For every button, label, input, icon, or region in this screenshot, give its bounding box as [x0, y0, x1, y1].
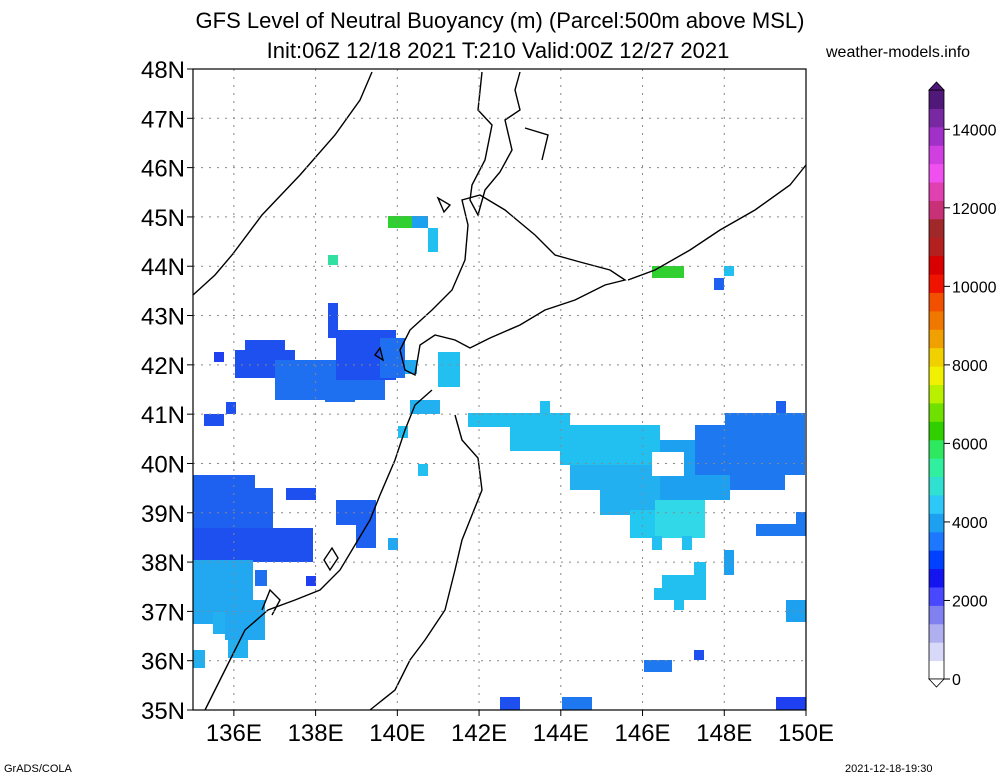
colorbar-segment	[929, 402, 944, 422]
latitude-labels: 35N 36N 37N 38N 39N 40N 41N 42N 43N 44N 45N 46N 47N 4…	[141, 57, 193, 725]
colorbar-segment	[929, 605, 944, 625]
colorbar-segment	[929, 237, 944, 257]
colorbar-segment	[929, 310, 944, 330]
lat-label: 48N	[141, 57, 185, 84]
lat-label: 36N	[141, 649, 185, 676]
colorbar-segment	[929, 494, 944, 514]
lat-label: 35N	[141, 698, 185, 725]
colorbar-segment	[929, 476, 944, 496]
lat-label: 43N	[141, 304, 185, 331]
colorbar-segment	[929, 182, 944, 201]
colorbar-segment	[929, 108, 944, 128]
lon-label: 144E	[533, 720, 589, 747]
map-title-line1: GFS Level of Neutral Buoyancy (m) (Parce…	[195, 8, 805, 33]
longitude-labels: 136E 138E 140E 142E 144E 146E 148E 150E	[206, 710, 834, 747]
lon-label: 148E	[696, 720, 752, 747]
colorbar-segment	[929, 90, 944, 109]
colorbar-segment	[929, 513, 944, 533]
colorbar-segment	[929, 458, 944, 478]
colorbar-max-arrow	[928, 81, 945, 91]
colorbar-segment	[929, 255, 944, 275]
lon-label: 142E	[451, 720, 507, 747]
lat-label: 46N	[141, 156, 185, 183]
map-frame	[192, 68, 807, 711]
colorbar-min-arrow	[928, 678, 945, 688]
colorbar-segment	[929, 366, 944, 385]
lat-label: 44N	[141, 254, 185, 281]
lon-label: 140E	[369, 720, 425, 747]
generated-timestamp: 2021-12-18-19:30	[845, 763, 933, 775]
colorbar-segment	[929, 550, 944, 570]
colorbar-segment	[929, 568, 944, 588]
map-title-line2: Init:06Z 12/18 2021 T:210 Valid:00Z 12/2…	[266, 38, 730, 63]
colorbar-segment	[929, 329, 944, 349]
lon-label: 136E	[206, 720, 262, 747]
colorbar-segment	[929, 126, 944, 146]
colorbar-label: 12000	[952, 201, 997, 218]
colorbar-segment	[929, 200, 944, 220]
graticule	[193, 69, 806, 710]
colorbar-label: 2000	[952, 593, 988, 610]
lat-label: 40N	[141, 451, 185, 478]
lat-label: 37N	[141, 599, 185, 626]
colorbar	[928, 81, 945, 688]
lat-label: 45N	[141, 205, 185, 232]
colorbar-segment	[929, 218, 944, 238]
colorbar-segment	[929, 347, 944, 367]
colorbar-segment	[929, 642, 944, 662]
lat-label: 41N	[141, 402, 185, 429]
colorbar-segment	[929, 439, 944, 459]
lat-label: 39N	[141, 501, 185, 528]
colorbar-label: 8000	[952, 358, 988, 375]
lon-label: 138E	[288, 720, 344, 747]
colorbar-label: 0	[952, 672, 961, 689]
buoyancy-field	[193, 216, 806, 710]
colorbar-label: 4000	[952, 515, 988, 532]
coastline	[192, 71, 807, 711]
lat-label: 38N	[141, 550, 185, 577]
colorbar-segment	[929, 274, 944, 293]
colorbar-segment	[929, 531, 944, 551]
software-credit: GrADS/COLA	[4, 763, 72, 775]
colorbar-segment	[929, 623, 944, 643]
colorbar-segment	[929, 384, 944, 404]
colorbar-segment	[929, 586, 944, 606]
lat-label: 42N	[141, 353, 185, 380]
colorbar-label: 6000	[952, 436, 988, 453]
colorbar-label: 14000	[952, 122, 997, 139]
lon-label: 150E	[778, 720, 834, 747]
colorbar-segment	[929, 660, 944, 680]
colorbar-segment	[929, 163, 944, 183]
colorbar-labels: 0 2000 4000 6000 8000 10000 12000 14000	[944, 122, 997, 689]
colorbar-label: 10000	[952, 279, 997, 296]
lon-label: 146E	[615, 720, 671, 747]
colorbar-segment	[929, 421, 944, 441]
colorbar-segment	[929, 292, 944, 312]
lat-label: 47N	[141, 106, 185, 133]
colorbar-segment	[929, 145, 944, 165]
source-watermark: weather-models.info	[826, 44, 971, 61]
